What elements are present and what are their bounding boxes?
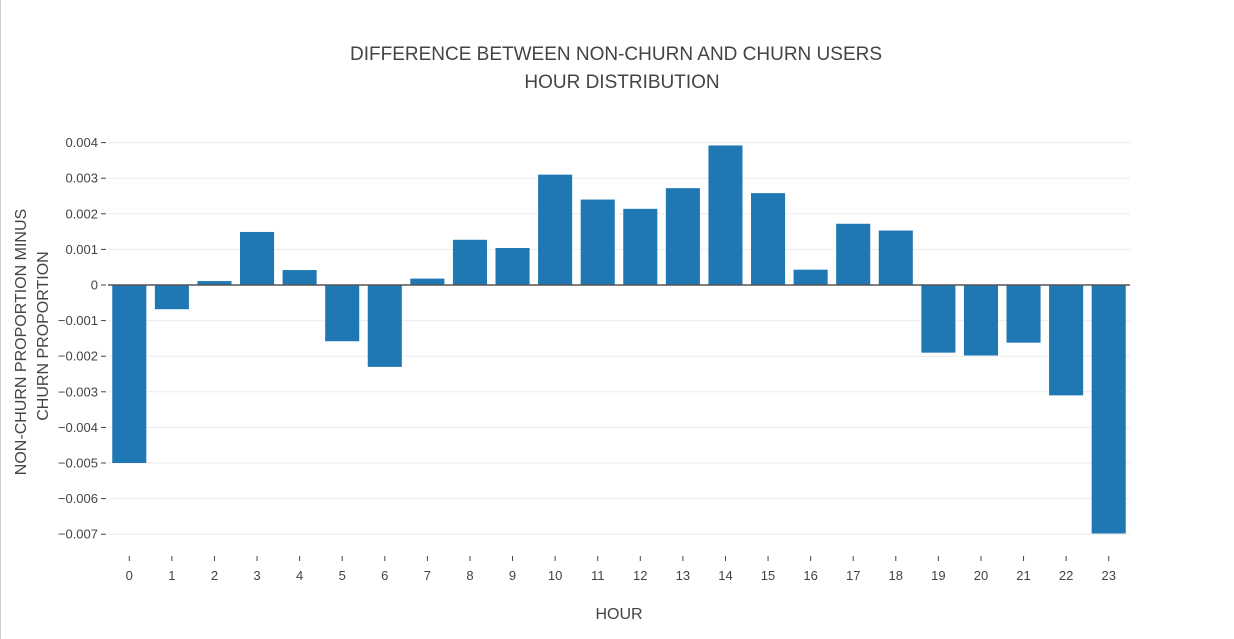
x-axis-ticks: 0 1 2 3 4 5 6 7 8 9 10 11 12 13 14 15 16 17 18 19 20 21 22 23 xyxy=(126,556,1116,583)
y-tick-label: −0.007 xyxy=(58,527,98,542)
x-tick-label: 3 xyxy=(253,568,260,583)
bar-hour-8 xyxy=(452,239,487,285)
y-axis-title-line-2: CHURN PROPORTION xyxy=(35,251,52,421)
bars xyxy=(112,145,1126,534)
y-tick-label: −0.001 xyxy=(58,313,98,328)
bar-hour-23 xyxy=(1091,285,1126,534)
bar-hour-18 xyxy=(878,230,913,285)
bar-hour-20 xyxy=(963,285,998,356)
bar-hour-4 xyxy=(282,270,317,285)
bar-hour-10 xyxy=(538,174,573,285)
bar-hour-14 xyxy=(708,145,743,285)
x-tick-label: 15 xyxy=(761,568,775,583)
bar-hour-12 xyxy=(623,208,658,285)
x-tick-label: 1 xyxy=(168,568,175,583)
bar-hour-7 xyxy=(410,278,445,285)
x-tick-label: 14 xyxy=(718,568,732,583)
x-tick-label: 8 xyxy=(466,568,473,583)
x-tick-label: 18 xyxy=(889,568,903,583)
y-tick-label: −0.005 xyxy=(58,456,98,471)
x-tick-label: 13 xyxy=(676,568,690,583)
y-tick-label: 0.003 xyxy=(65,171,98,186)
x-tick-label: 22 xyxy=(1059,568,1073,583)
chart-title-line-2: HOUR DISTRIBUTION xyxy=(524,72,719,93)
x-tick-label: 23 xyxy=(1101,568,1115,583)
bar-hour-15 xyxy=(751,193,786,285)
y-tick-label: −0.004 xyxy=(58,420,98,435)
bar-hour-21 xyxy=(1006,285,1041,343)
x-tick-label: 7 xyxy=(424,568,431,583)
y-tick-label: 0.001 xyxy=(65,242,98,257)
bar-hour-11 xyxy=(580,199,615,285)
x-tick-label: 5 xyxy=(339,568,346,583)
x-tick-label: 12 xyxy=(633,568,647,583)
bar-hour-9 xyxy=(495,247,530,285)
y-axis-ticks: 0.004 0.003 0.002 0.001 0 −0.001 −0.002 −0.003 −… xyxy=(58,135,106,542)
bar-hour-6 xyxy=(367,285,402,367)
chart-title-line-1: DIFFERENCE BETWEEN NON-CHURN AND CHURN U… xyxy=(350,44,882,65)
bar-hour-19 xyxy=(921,285,956,353)
y-axis-title-line-1: NON-CHURN PROPORTION MINUS xyxy=(13,209,30,475)
x-tick-label: 9 xyxy=(509,568,516,583)
bar-hour-0 xyxy=(112,285,147,463)
bar-hour-3 xyxy=(240,231,275,285)
x-tick-label: 11 xyxy=(591,568,605,583)
y-tick-label: 0 xyxy=(91,278,98,293)
y-tick-label: 0.004 xyxy=(65,135,98,150)
x-tick-label: 20 xyxy=(974,568,988,583)
bar-hour-17 xyxy=(836,223,871,285)
bar-hour-13 xyxy=(665,188,700,285)
x-tick-label: 6 xyxy=(381,568,388,583)
grid-lines xyxy=(108,142,1130,535)
y-tick-label: −0.002 xyxy=(58,349,98,364)
x-tick-label: 16 xyxy=(803,568,817,583)
bar-hour-22 xyxy=(1049,285,1084,396)
x-tick-label: 0 xyxy=(126,568,133,583)
y-tick-label: 0.002 xyxy=(65,206,98,221)
x-tick-label: 21 xyxy=(1016,568,1030,583)
x-tick-label: 19 xyxy=(931,568,945,583)
bar-hour-16 xyxy=(793,269,828,285)
y-tick-label: −0.003 xyxy=(58,384,98,399)
x-tick-label: 2 xyxy=(211,568,218,583)
bar-hour-1 xyxy=(154,285,189,310)
frame-border xyxy=(0,0,1,639)
x-tick-label: 10 xyxy=(548,568,562,583)
x-tick-label: 17 xyxy=(846,568,860,583)
x-tick-label: 4 xyxy=(296,568,303,583)
y-tick-label: −0.006 xyxy=(58,491,98,506)
bar-hour-2 xyxy=(197,281,232,285)
x-axis-title: HOUR xyxy=(595,606,642,623)
bar-hour-5 xyxy=(325,285,360,342)
